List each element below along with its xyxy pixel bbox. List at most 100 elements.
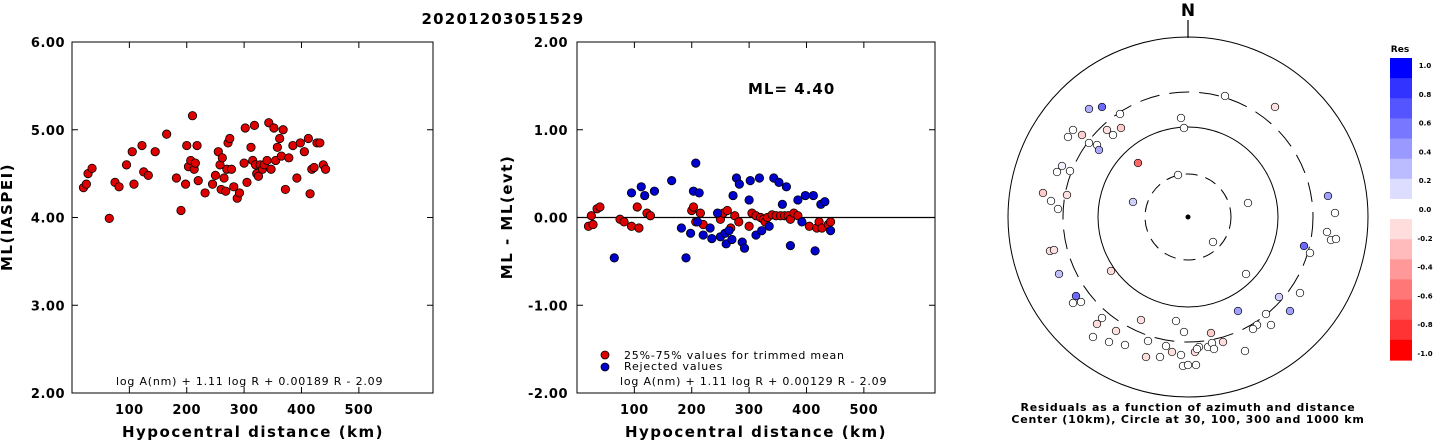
colorbar-cell bbox=[1390, 98, 1412, 119]
station-marker bbox=[1330, 208, 1340, 218]
mid-y-ticks: -2.00 -1.00 0.00 1.00 2.00 bbox=[528, 36, 935, 402]
station-marker bbox=[1104, 337, 1114, 347]
data-point bbox=[295, 138, 305, 148]
station-marker bbox=[1331, 234, 1341, 244]
colorbar-label: 0.2 bbox=[1419, 177, 1432, 185]
station-marker bbox=[1052, 167, 1062, 177]
station-marker bbox=[1116, 123, 1126, 133]
station-marker bbox=[1128, 197, 1138, 207]
station-marker bbox=[1183, 360, 1193, 370]
station-marker bbox=[1063, 132, 1073, 142]
colorbar-cells bbox=[1390, 58, 1412, 361]
data-point bbox=[253, 171, 264, 181]
data-point bbox=[810, 246, 820, 256]
data-point bbox=[190, 158, 200, 168]
data-point bbox=[754, 173, 765, 183]
data-point bbox=[207, 179, 218, 189]
data-point bbox=[632, 202, 642, 212]
station-marker bbox=[1218, 337, 1228, 347]
station-marker bbox=[1068, 298, 1078, 308]
station-marker bbox=[1295, 288, 1305, 298]
data-point bbox=[785, 240, 796, 251]
y-tick-label: 2.00 bbox=[31, 387, 65, 402]
colorbar-cell bbox=[1390, 178, 1412, 200]
data-point bbox=[275, 133, 285, 144]
data-point bbox=[705, 223, 715, 233]
data-point bbox=[734, 217, 744, 227]
data-point bbox=[757, 226, 767, 236]
colorbar-cell bbox=[1390, 158, 1412, 180]
station-marker bbox=[1049, 245, 1059, 255]
data-point bbox=[182, 140, 192, 151]
data-point bbox=[299, 147, 309, 157]
station-marker bbox=[1097, 102, 1107, 112]
colorbar-label: 0.6 bbox=[1419, 120, 1432, 128]
station-marker bbox=[1171, 316, 1181, 326]
polar-caption-line1: Residuals as a function of azimuth and d… bbox=[1020, 401, 1355, 414]
colorbar-cell bbox=[1390, 259, 1412, 281]
data-point bbox=[626, 188, 637, 198]
station-marker bbox=[1115, 109, 1125, 119]
mid-x-axis-label: Hypocentral distance (km) bbox=[625, 423, 887, 441]
data-point bbox=[781, 182, 792, 192]
data-point bbox=[739, 243, 750, 253]
data-point bbox=[698, 230, 708, 240]
data-point bbox=[121, 160, 132, 170]
data-point bbox=[595, 202, 605, 212]
station-marker bbox=[1136, 315, 1146, 325]
station-marker bbox=[1071, 291, 1081, 301]
data-point bbox=[734, 179, 744, 189]
chart-title: 20201203051529 bbox=[422, 10, 585, 28]
y-tick-label: 2.00 bbox=[534, 36, 568, 51]
left-y-axis-label: ML(IASPEI) bbox=[0, 163, 16, 271]
x-tick-label: 100 bbox=[115, 403, 144, 418]
data-point bbox=[242, 177, 252, 187]
station-marker bbox=[1179, 327, 1189, 337]
station-marker bbox=[1108, 130, 1118, 140]
data-point bbox=[676, 223, 687, 233]
colorbar-cell bbox=[1390, 339, 1412, 361]
colorbar-label: -0.8 bbox=[1417, 321, 1432, 329]
colorbar-label: -0.6 bbox=[1417, 292, 1432, 300]
colorbar-labels: 1.0 0.8 0.6 0.4 0.2 0.0 -0.2 -0.4 -0.6 -0.8 -1.0 bbox=[1417, 62, 1432, 358]
x-tick-label: 500 bbox=[850, 403, 879, 418]
station-marker bbox=[1233, 306, 1243, 316]
station-marker bbox=[1062, 190, 1072, 200]
data-point bbox=[210, 170, 221, 180]
data-point bbox=[727, 234, 737, 245]
mid-plot: -2.00 -1.00 0.00 1.00 2.00 100 200 300 400 500 M… bbox=[498, 36, 936, 441]
legend-blue-marker bbox=[600, 362, 610, 372]
data-point bbox=[229, 182, 239, 192]
ring-30km bbox=[1144, 173, 1232, 261]
data-point bbox=[278, 125, 288, 135]
data-point bbox=[688, 202, 699, 212]
data-point bbox=[114, 182, 124, 192]
station-marker bbox=[1192, 344, 1202, 354]
data-point bbox=[81, 179, 91, 189]
colorbar-cell bbox=[1390, 118, 1412, 140]
data-point bbox=[825, 217, 836, 227]
left-y-ticks: 2.00 3.00 4.00 5.00 6.00 bbox=[31, 36, 433, 402]
mid-y-axis-label: ML - ML(evt) bbox=[498, 155, 516, 279]
colorbar-label: -1.0 bbox=[1417, 350, 1432, 358]
data-point bbox=[226, 164, 237, 174]
data-point bbox=[774, 177, 784, 187]
station-marker bbox=[1054, 269, 1064, 279]
colorbar-cell bbox=[1390, 138, 1412, 160]
data-point bbox=[728, 190, 738, 201]
data-point bbox=[187, 111, 198, 121]
station-marker bbox=[1094, 145, 1104, 155]
data-point bbox=[192, 140, 202, 151]
data-point bbox=[800, 190, 810, 201]
station-marker bbox=[1155, 352, 1165, 362]
data-point bbox=[262, 155, 272, 166]
data-point bbox=[176, 205, 186, 216]
colorbar-cell bbox=[1390, 279, 1412, 301]
station-marker bbox=[1209, 344, 1219, 354]
station-marker bbox=[1068, 125, 1078, 135]
data-point bbox=[777, 199, 787, 209]
data-point bbox=[219, 173, 229, 183]
data-point bbox=[808, 190, 818, 201]
data-point bbox=[707, 233, 717, 244]
data-point bbox=[745, 176, 755, 186]
